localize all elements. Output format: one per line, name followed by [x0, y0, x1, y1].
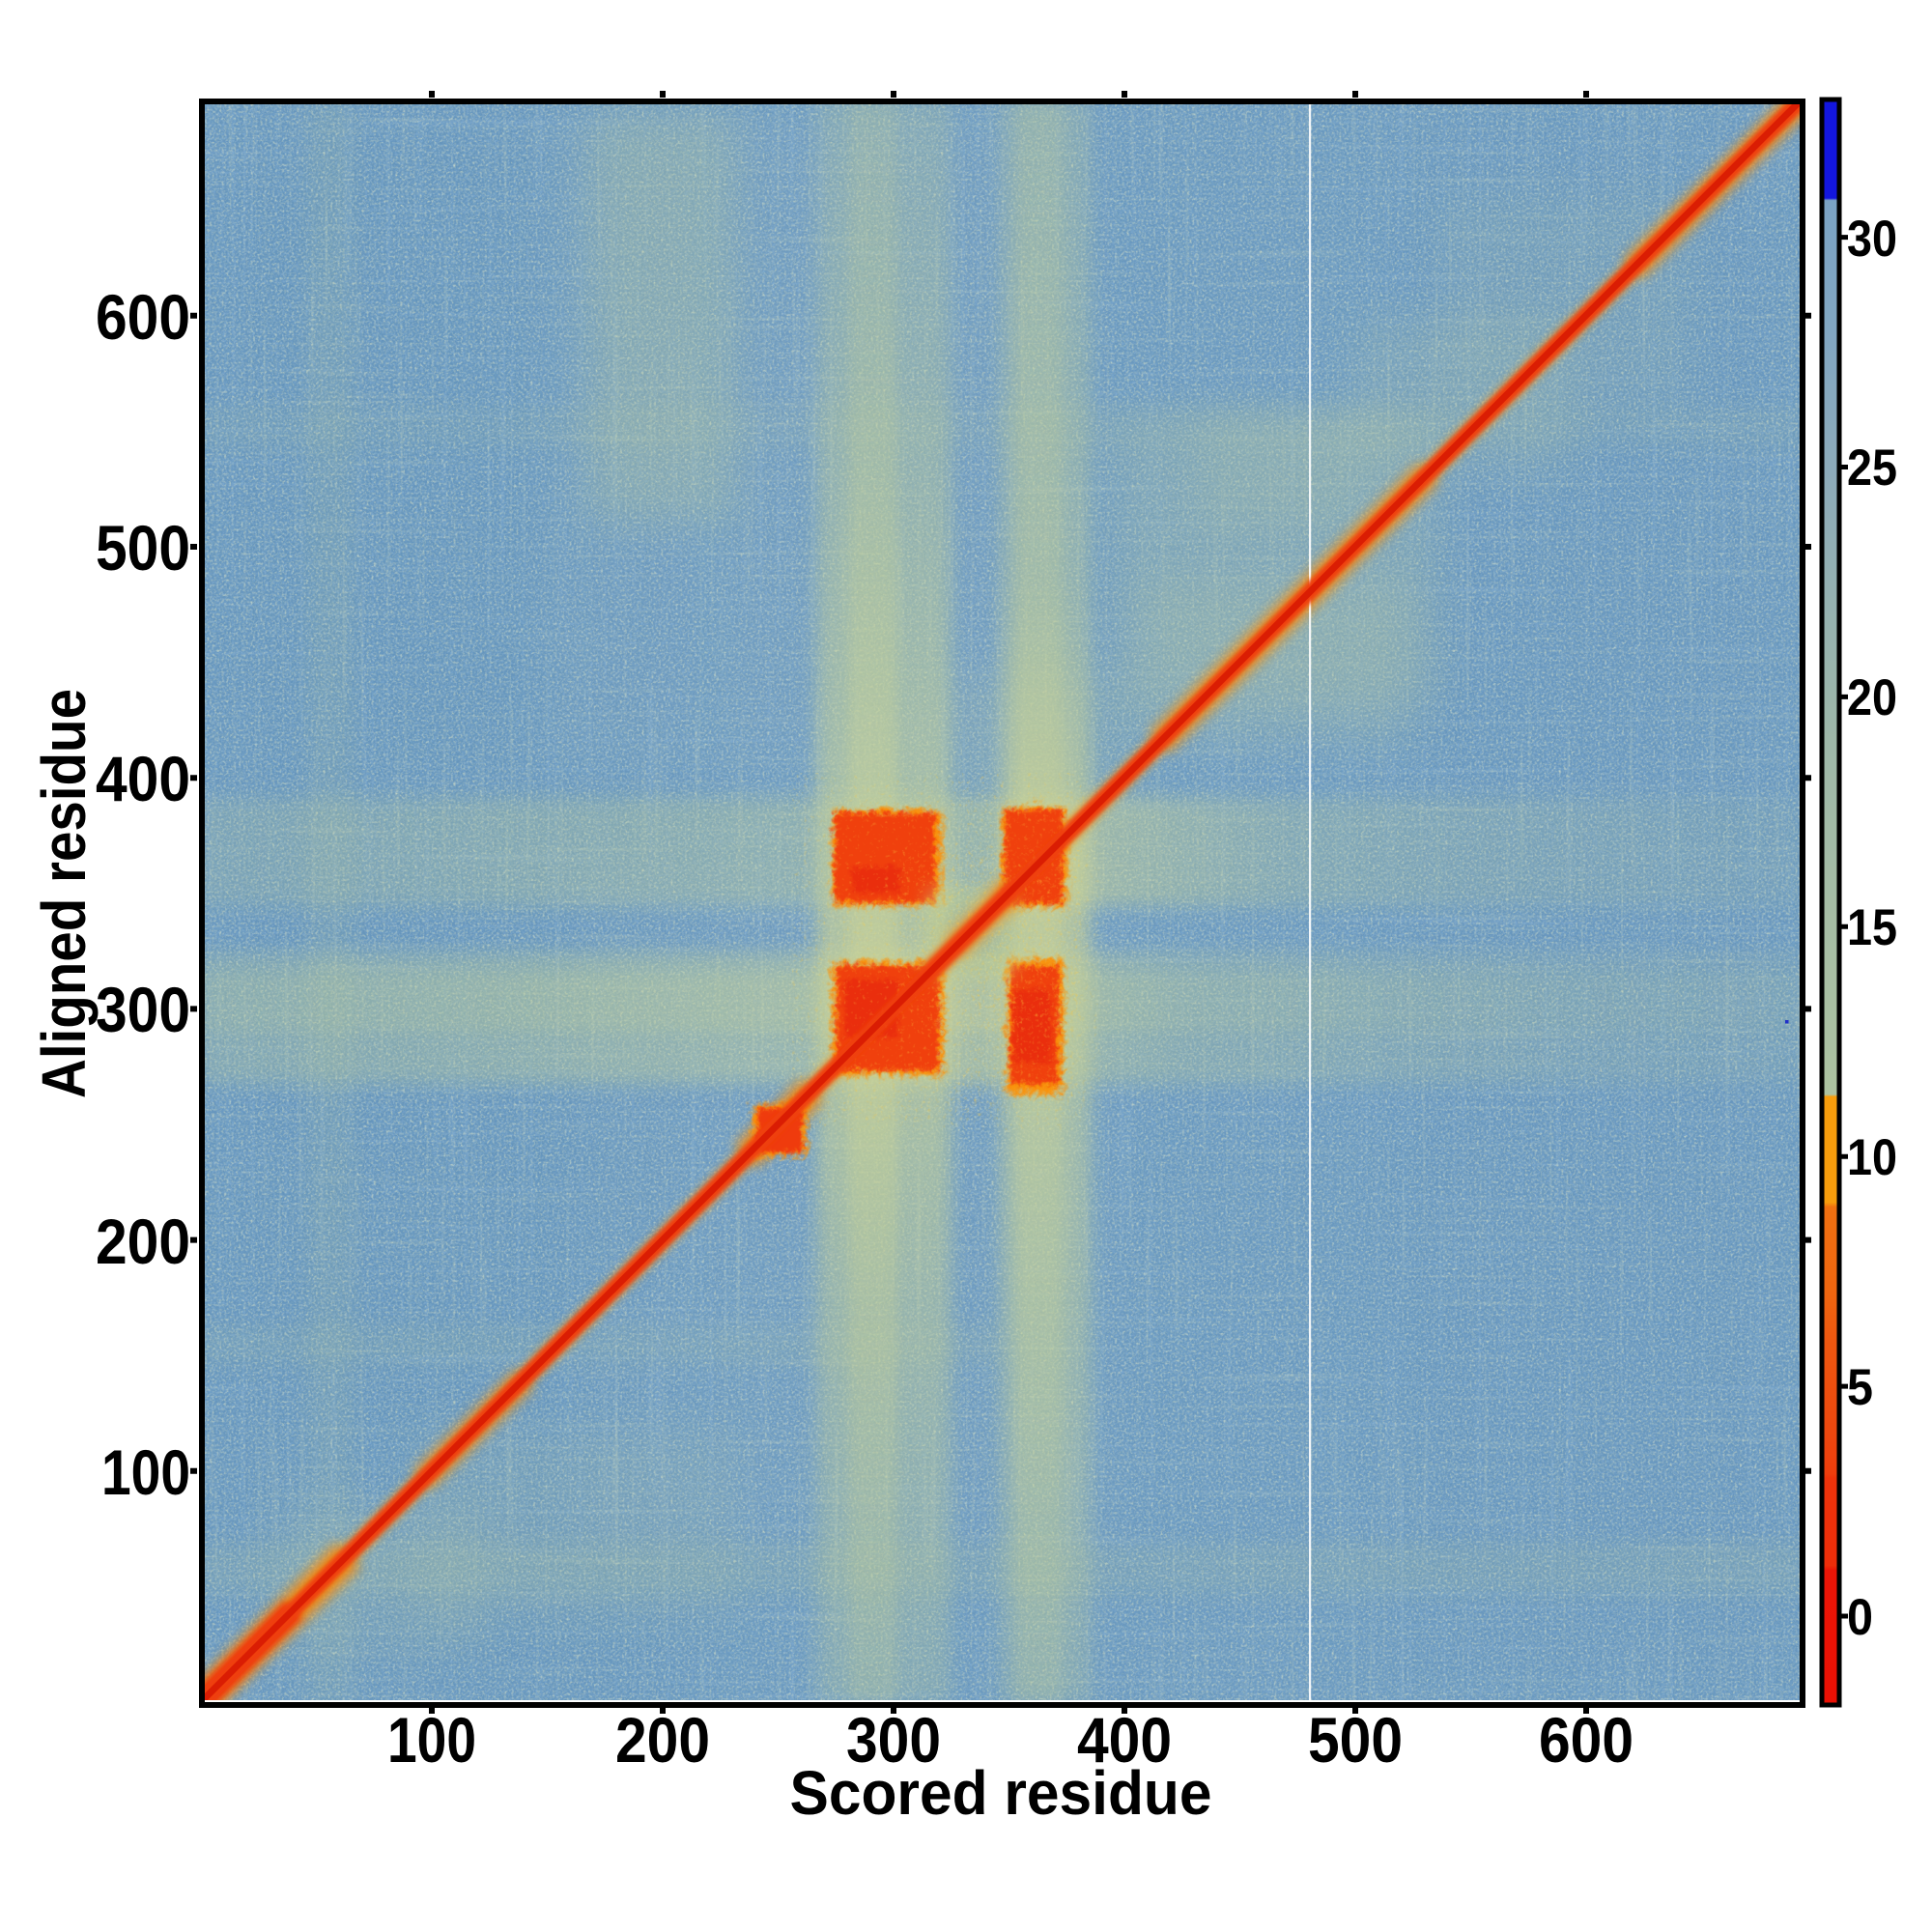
svg-text:500: 500 [1308, 1704, 1403, 1776]
svg-text:5: 5 [1847, 1359, 1873, 1416]
svg-text:100: 100 [101, 1436, 190, 1508]
svg-text:300: 300 [96, 974, 190, 1045]
svg-text:200: 200 [615, 1704, 710, 1776]
svg-text:15: 15 [1847, 899, 1897, 956]
svg-text:Aligned residue: Aligned residue [29, 689, 99, 1098]
svg-text:400: 400 [96, 743, 190, 814]
svg-text:200: 200 [96, 1206, 190, 1277]
svg-text:10: 10 [1847, 1129, 1897, 1186]
svg-text:600: 600 [96, 281, 190, 353]
svg-text:300: 300 [846, 1704, 941, 1776]
svg-text:20: 20 [1847, 669, 1897, 726]
svg-text:600: 600 [1539, 1704, 1634, 1776]
svg-text:400: 400 [1077, 1704, 1172, 1776]
svg-text:25: 25 [1847, 440, 1897, 497]
svg-text:0: 0 [1847, 1589, 1873, 1646]
svg-text:Scored residue: Scored residue [790, 1758, 1212, 1828]
svg-text:30: 30 [1847, 211, 1897, 268]
svg-text:100: 100 [387, 1704, 476, 1776]
svg-text:500: 500 [96, 512, 190, 583]
